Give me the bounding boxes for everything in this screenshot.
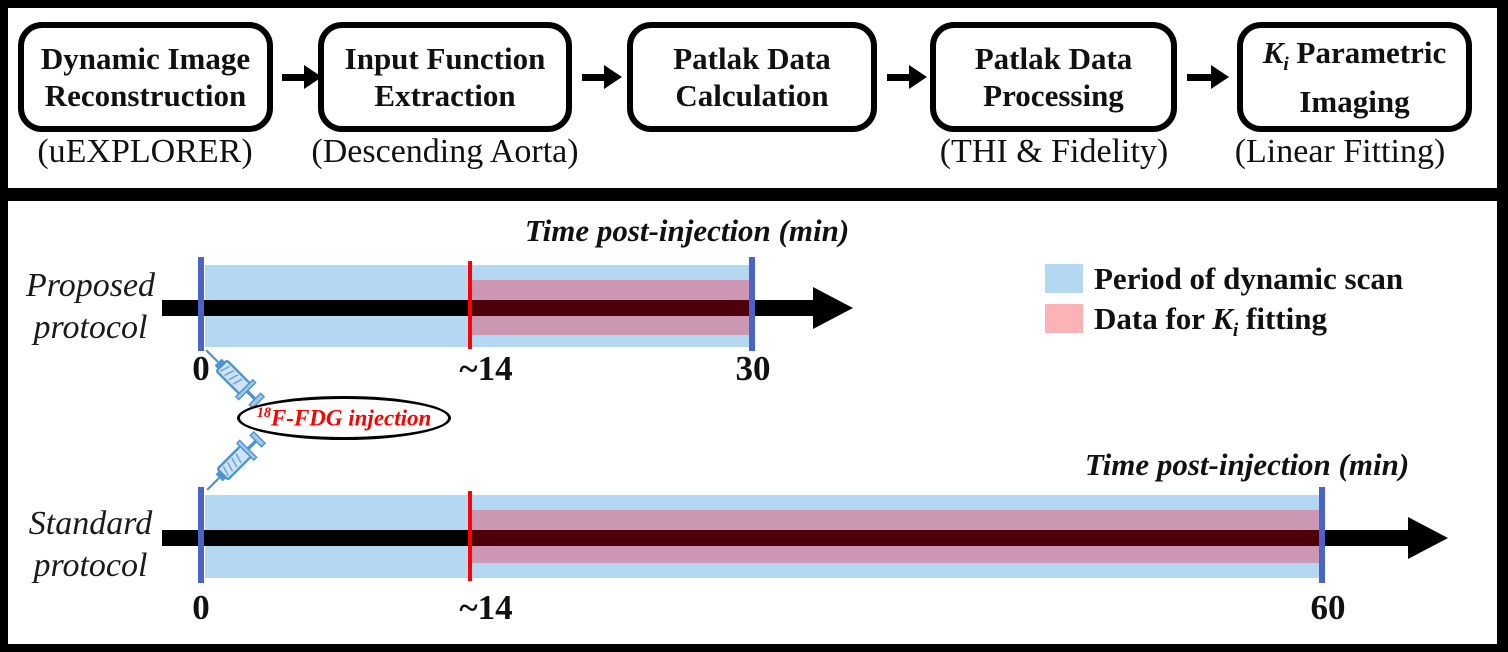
legend-label-ki-fitting: Data for Ki fitting — [1094, 301, 1327, 342]
step-input-function-extraction: Input Function Extraction — [318, 22, 572, 132]
step-subtitle: (Linear Fitting) — [1234, 133, 1446, 170]
proposed-end-tick — [749, 257, 755, 351]
proposed-fit-overlay — [470, 280, 751, 335]
flow-arrow-shaft — [887, 74, 911, 81]
step-title-line: Input Function — [344, 41, 546, 76]
standard-start-tick — [198, 487, 204, 583]
step-title-line: Patlak Data — [673, 41, 831, 76]
legend-label-dynamic-scan: Period of dynamic scan — [1094, 261, 1404, 296]
flow-arrow-head — [1211, 65, 1229, 89]
step-title-line: Dynamic Image — [40, 41, 251, 76]
flow-arrow-head — [909, 65, 927, 89]
flow-arrow-shaft — [582, 74, 606, 81]
flow-arrow-shaft — [282, 74, 306, 81]
standard-time-axis — [162, 530, 1408, 546]
step-ki-parametric-imaging: Ki Parametric Imaging — [1237, 22, 1472, 132]
standard-end-tick — [1319, 487, 1325, 583]
step-subtitle: (THI & Fidelity) — [939, 133, 1169, 170]
step-title-line: Imaging — [1299, 84, 1410, 120]
step-dynamic-image-reconstruction: Dynamic Image Reconstruction — [18, 22, 273, 132]
standard-time-axis-arrowhead — [1408, 517, 1448, 559]
step-title-line: Patlak Data — [974, 41, 1133, 76]
standard-protocol-label: Standard protocol — [28, 505, 153, 584]
pipeline-panel: Dynamic Image Reconstruction (uEXPLORER)… — [8, 8, 1497, 188]
step-subtitle: (uEXPLORER) — [37, 133, 253, 170]
legend-swatch-dynamic-scan — [1045, 264, 1083, 293]
step-title-line: Ki Parametric — [1262, 34, 1447, 76]
syringe-icon — [195, 424, 273, 502]
flow-arrow — [887, 65, 927, 89]
legend-swatch-ki-fitting — [1045, 304, 1083, 333]
proposed-tick-14: ~14 — [459, 349, 513, 388]
standard-tick-60: 60 — [1310, 588, 1346, 627]
proposed-tick-0: 0 — [192, 349, 210, 388]
step-title-line: Processing — [983, 78, 1124, 113]
standard-tick-14: ~14 — [459, 588, 513, 627]
flow-arrow-head — [304, 65, 322, 89]
proposed-tick-30: 30 — [735, 349, 771, 388]
syringe-icon — [194, 338, 272, 416]
axis-title-standard: Time post-injection (min) — [1084, 447, 1410, 482]
injection-label: 18F-FDG injection — [256, 404, 432, 431]
standard-fit-overlay — [470, 510, 1325, 563]
injection-callout: 18F-FDG injection — [237, 396, 451, 440]
step-title-line: Reconstruction — [44, 78, 247, 113]
standard-mid-line — [468, 491, 472, 581]
proposed-mid-line — [468, 261, 472, 349]
flow-arrow — [282, 65, 322, 89]
proposed-protocol-label: Proposed protocol — [25, 267, 156, 346]
flow-arrow — [582, 65, 622, 89]
step-title-line: Extraction — [374, 78, 516, 113]
standard-tick-0: 0 — [192, 588, 210, 627]
flow-arrow-shaft — [1187, 74, 1213, 81]
axis-title-proposed: Time post-injection (min) — [524, 213, 850, 248]
proposed-time-axis — [162, 300, 813, 316]
protocol-panel: Time post-injection (min) Proposed proto… — [8, 201, 1497, 644]
step-patlak-data-calculation: Patlak Data Calculation — [627, 22, 877, 132]
flow-arrow-head — [604, 65, 622, 89]
flow-arrow — [1187, 65, 1229, 89]
proposed-time-axis-arrowhead — [813, 287, 853, 329]
step-patlak-data-processing: Patlak Data Processing — [930, 22, 1177, 132]
step-subtitle: (Descending Aorta) — [311, 133, 579, 170]
step-title-line: Calculation — [675, 78, 829, 113]
proposed-start-tick — [198, 257, 204, 351]
